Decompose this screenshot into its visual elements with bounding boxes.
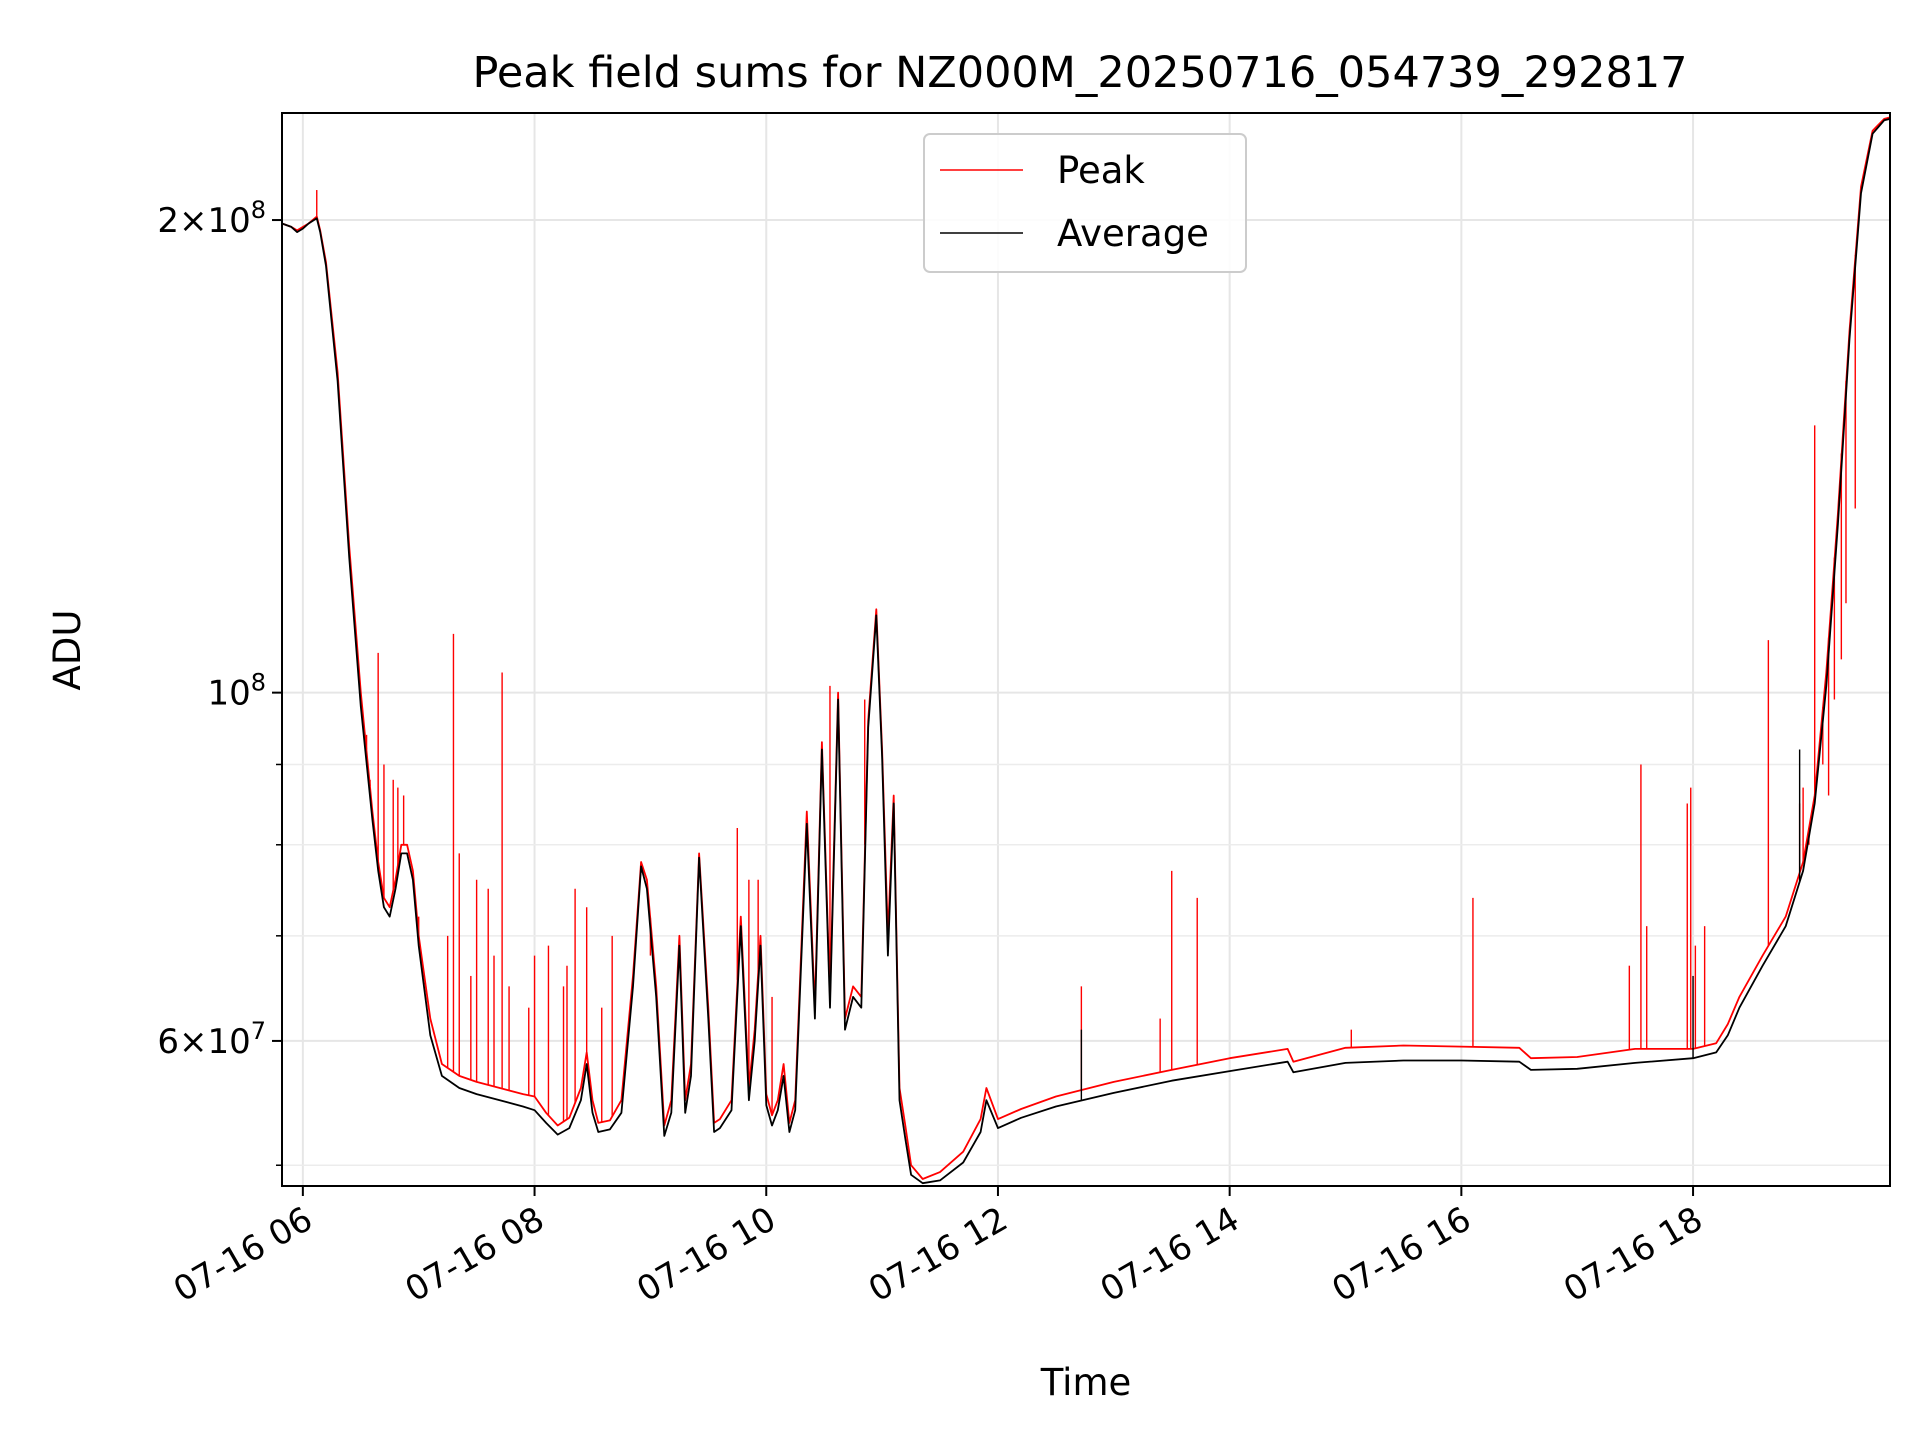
- chart-title: Peak field sums for NZ000M_20250716_0547…: [472, 48, 1687, 98]
- legend-label-average: Average: [1057, 212, 1209, 255]
- plot-area: 07-16 06 07-16 08 07-16 10 07-16 12 07-16 14…: [157, 112, 1891, 1310]
- plot-frame: [281, 112, 1891, 1187]
- plot-background: [282, 113, 1890, 1186]
- legend-box: [923, 133, 1247, 273]
- x-axis-label: Time: [1040, 1361, 1132, 1404]
- legend-label-peak: Peak: [1057, 149, 1145, 192]
- y-tick-label: 2×108: [157, 196, 266, 241]
- y-tick-label: 6×107: [157, 1017, 266, 1062]
- grid: [282, 113, 1890, 1186]
- y-tick-label: 108: [207, 669, 266, 714]
- y-axis-label: ADU: [46, 610, 89, 691]
- series-line-average: [282, 118, 1890, 1185]
- series-layer: [282, 116, 1890, 1185]
- legend: Peak Average: [923, 133, 1247, 273]
